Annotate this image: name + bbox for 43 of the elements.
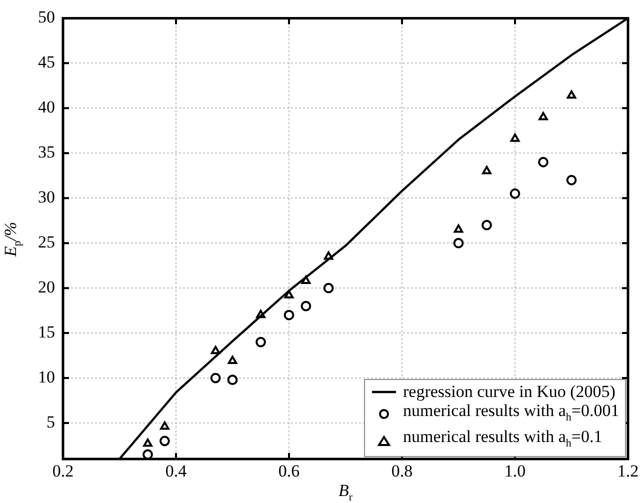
point	[566, 174, 577, 186]
x-tick-label: 0.8	[391, 462, 413, 481]
y-tick-label: 40	[38, 98, 55, 117]
y-tick-label: 25	[38, 232, 55, 252]
point	[538, 112, 548, 120]
y-tick-label: 10	[38, 368, 55, 387]
point	[160, 421, 170, 430]
point	[538, 156, 548, 168]
point	[210, 372, 221, 384]
x-tick-label: 1.2	[617, 462, 639, 481]
point	[256, 336, 266, 348]
point	[323, 282, 334, 294]
y-tick-label: 5	[46, 412, 55, 432]
y-tick-label: 50	[38, 8, 55, 27]
point	[482, 220, 492, 230]
y-tick-label: 20	[38, 278, 55, 297]
point	[228, 356, 238, 364]
point	[142, 449, 153, 459]
x-tick-label: 1.0	[504, 462, 526, 481]
legend-label: regression curve in Kuo (2005)	[403, 382, 616, 401]
point	[143, 438, 152, 447]
y-tick-label: 35	[38, 142, 55, 162]
x-axis-title: B$_{r}$	[338, 481, 353, 503]
point	[284, 290, 294, 298]
point	[510, 188, 520, 199]
x-tick-label: 0.6	[278, 462, 300, 481]
point	[566, 90, 576, 99]
legend-label: numerical results with a$_{h}$=0.001	[403, 401, 620, 426]
point	[300, 300, 312, 312]
point	[284, 310, 294, 320]
y-tick-label: 45	[38, 52, 55, 72]
point	[454, 224, 464, 233]
point	[227, 374, 238, 386]
point	[482, 166, 492, 174]
point	[160, 436, 170, 446]
point	[453, 238, 464, 248]
y-tick-label: 15	[38, 322, 55, 342]
y-tick-label: 30	[38, 188, 55, 207]
x-tick-label: 0.4	[165, 462, 188, 481]
point	[210, 346, 220, 354]
x-tick-label: 0.2	[52, 462, 74, 481]
point	[510, 134, 520, 142]
legend-label: numerical results with a$_{h}$=0.1	[403, 427, 602, 452]
